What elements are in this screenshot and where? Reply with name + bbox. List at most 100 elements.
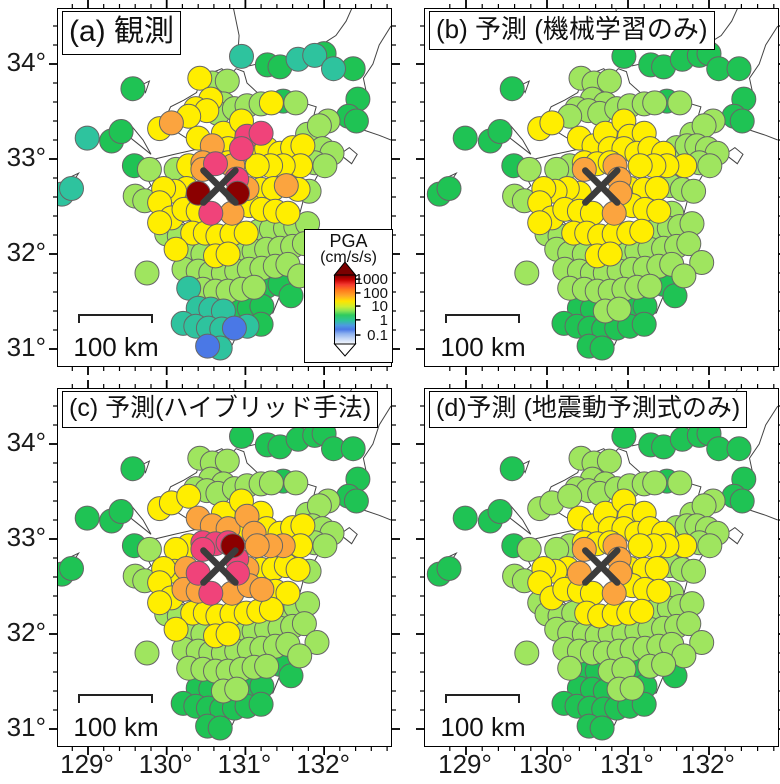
station-pga-dot	[163, 616, 189, 642]
epicenter-x-marker	[200, 547, 239, 586]
station-pga-dot	[248, 120, 274, 146]
station-pga-dot	[343, 108, 369, 134]
axis-ticks	[416, 380, 780, 755]
scale-bar-label: 100 km	[73, 712, 158, 742]
station-pga-dot	[637, 273, 663, 299]
colorbar-tick-label: 10	[371, 298, 388, 316]
station-pga-dot	[596, 448, 622, 474]
station-pga-dot	[229, 136, 254, 162]
lon-axis-label: 130°	[138, 749, 193, 779]
station-pga-dot	[283, 470, 309, 496]
station-pga-dot	[147, 210, 173, 236]
colorbar-tick-label: 1	[379, 311, 388, 329]
station-pga-dot	[136, 156, 162, 182]
station-pga-dot	[176, 483, 202, 509]
pga-colorbar-legend: PGA (cm/s/s) 1000 100 10 1 0.1	[304, 229, 393, 363]
station-pga-dot	[214, 448, 240, 474]
station-pga-dot	[215, 621, 241, 647]
station-pga-dot	[487, 499, 513, 524]
station-pga-dot	[644, 556, 670, 581]
station-pga-dot	[539, 110, 565, 136]
station-pga-dot	[651, 651, 677, 677]
station-pga-dot	[221, 315, 247, 341]
station-pga-dot	[198, 200, 224, 226]
station-pga-dot	[629, 218, 655, 244]
station-pga-dot	[207, 715, 233, 741]
station-pga-dot	[642, 90, 668, 116]
coastline	[339, 526, 358, 545]
station-pga-dot	[629, 598, 655, 624]
station-pga-dot	[343, 488, 369, 514]
lat-axis-label: 33°	[6, 142, 46, 172]
station-pga-dot	[321, 56, 346, 82]
map-canvas-d: 100 km	[416, 380, 780, 755]
scale-bar-label: 100 km	[440, 712, 525, 742]
station-pga-dot	[644, 176, 670, 201]
axis-ticks	[416, 0, 780, 375]
station-pga-dot	[198, 580, 224, 606]
station-pga-dot	[676, 611, 702, 637]
station-pga-dot	[312, 153, 338, 179]
station-pga-dot	[601, 200, 627, 226]
station-pga-dot	[642, 470, 668, 496]
station-pga-dot	[676, 231, 702, 257]
station-pga-dot	[258, 470, 284, 496]
station-pga-dot	[275, 580, 301, 606]
station-pga-dot	[306, 113, 332, 139]
station-pga-dot	[681, 558, 707, 584]
colorbar-tick-label: 0.1	[367, 327, 388, 345]
station-pga-dot	[283, 90, 309, 116]
station-pga-dot	[74, 125, 100, 151]
station-pga-dot	[340, 436, 366, 462]
station-pga-dot	[557, 655, 583, 681]
station-pga-dot	[487, 119, 513, 144]
lon-axis-label: 132°	[296, 749, 350, 779]
station-pga-dot	[646, 198, 672, 224]
epicenter-x-marker	[582, 547, 621, 586]
colorbar-arrow-up	[333, 261, 357, 276]
station-pga-dot	[203, 151, 228, 177]
panel-prediction-ml: (b) 予測 (機械学習のみ) 100 km	[416, 0, 780, 375]
station-pga-dot	[646, 578, 672, 604]
station-pga-dot	[516, 536, 542, 562]
scale-bar: 100 km	[440, 694, 526, 742]
station-pga-dot	[195, 333, 221, 359]
station-pga-dot	[258, 90, 284, 116]
station-pga-dot	[667, 470, 693, 496]
station-pga-dot	[726, 436, 752, 462]
station-pga-dot	[627, 153, 653, 179]
station-pga-dot	[158, 110, 184, 136]
station-pga-dot	[514, 260, 540, 286]
station-pga-dot	[689, 630, 715, 655]
station-pga-dot	[452, 505, 478, 531]
station-pga-dot	[120, 456, 146, 482]
station-pga-dot	[606, 296, 632, 322]
station-pga-dot	[697, 533, 723, 559]
station-pga-dot	[312, 533, 338, 559]
station-pga-dot	[499, 76, 525, 102]
station-pga-dot	[134, 260, 160, 286]
station-pga-dot	[136, 536, 162, 562]
map-canvas-a: 100 km	[49, 0, 400, 375]
epicenter-x-marker	[200, 167, 239, 206]
station-pga-dot	[596, 68, 622, 94]
station-pga-dot	[527, 210, 553, 236]
coastline	[724, 146, 744, 165]
station-pga-dot	[631, 311, 657, 337]
station-pga-dot	[452, 125, 478, 151]
lon-axis-label: 131°	[600, 749, 654, 779]
colorbar-tick-label: 1000	[354, 271, 388, 289]
station-pga-dot	[671, 263, 697, 289]
station-pga-dot	[249, 576, 275, 602]
lat-axis-label: 33°	[6, 522, 46, 552]
station-pga-dot	[229, 43, 254, 69]
panel-d-title: (d)予測 (地震動予測式のみ)	[429, 391, 748, 429]
colorbar-tick-label: 100	[362, 284, 388, 302]
station-pga-dot	[291, 611, 317, 637]
station-pga-dot	[681, 178, 707, 204]
lon-axis-label: 130°	[519, 749, 573, 779]
station-pga-dot	[557, 483, 583, 509]
station-pga-dot	[499, 456, 525, 482]
station-pga-dot	[285, 556, 311, 582]
